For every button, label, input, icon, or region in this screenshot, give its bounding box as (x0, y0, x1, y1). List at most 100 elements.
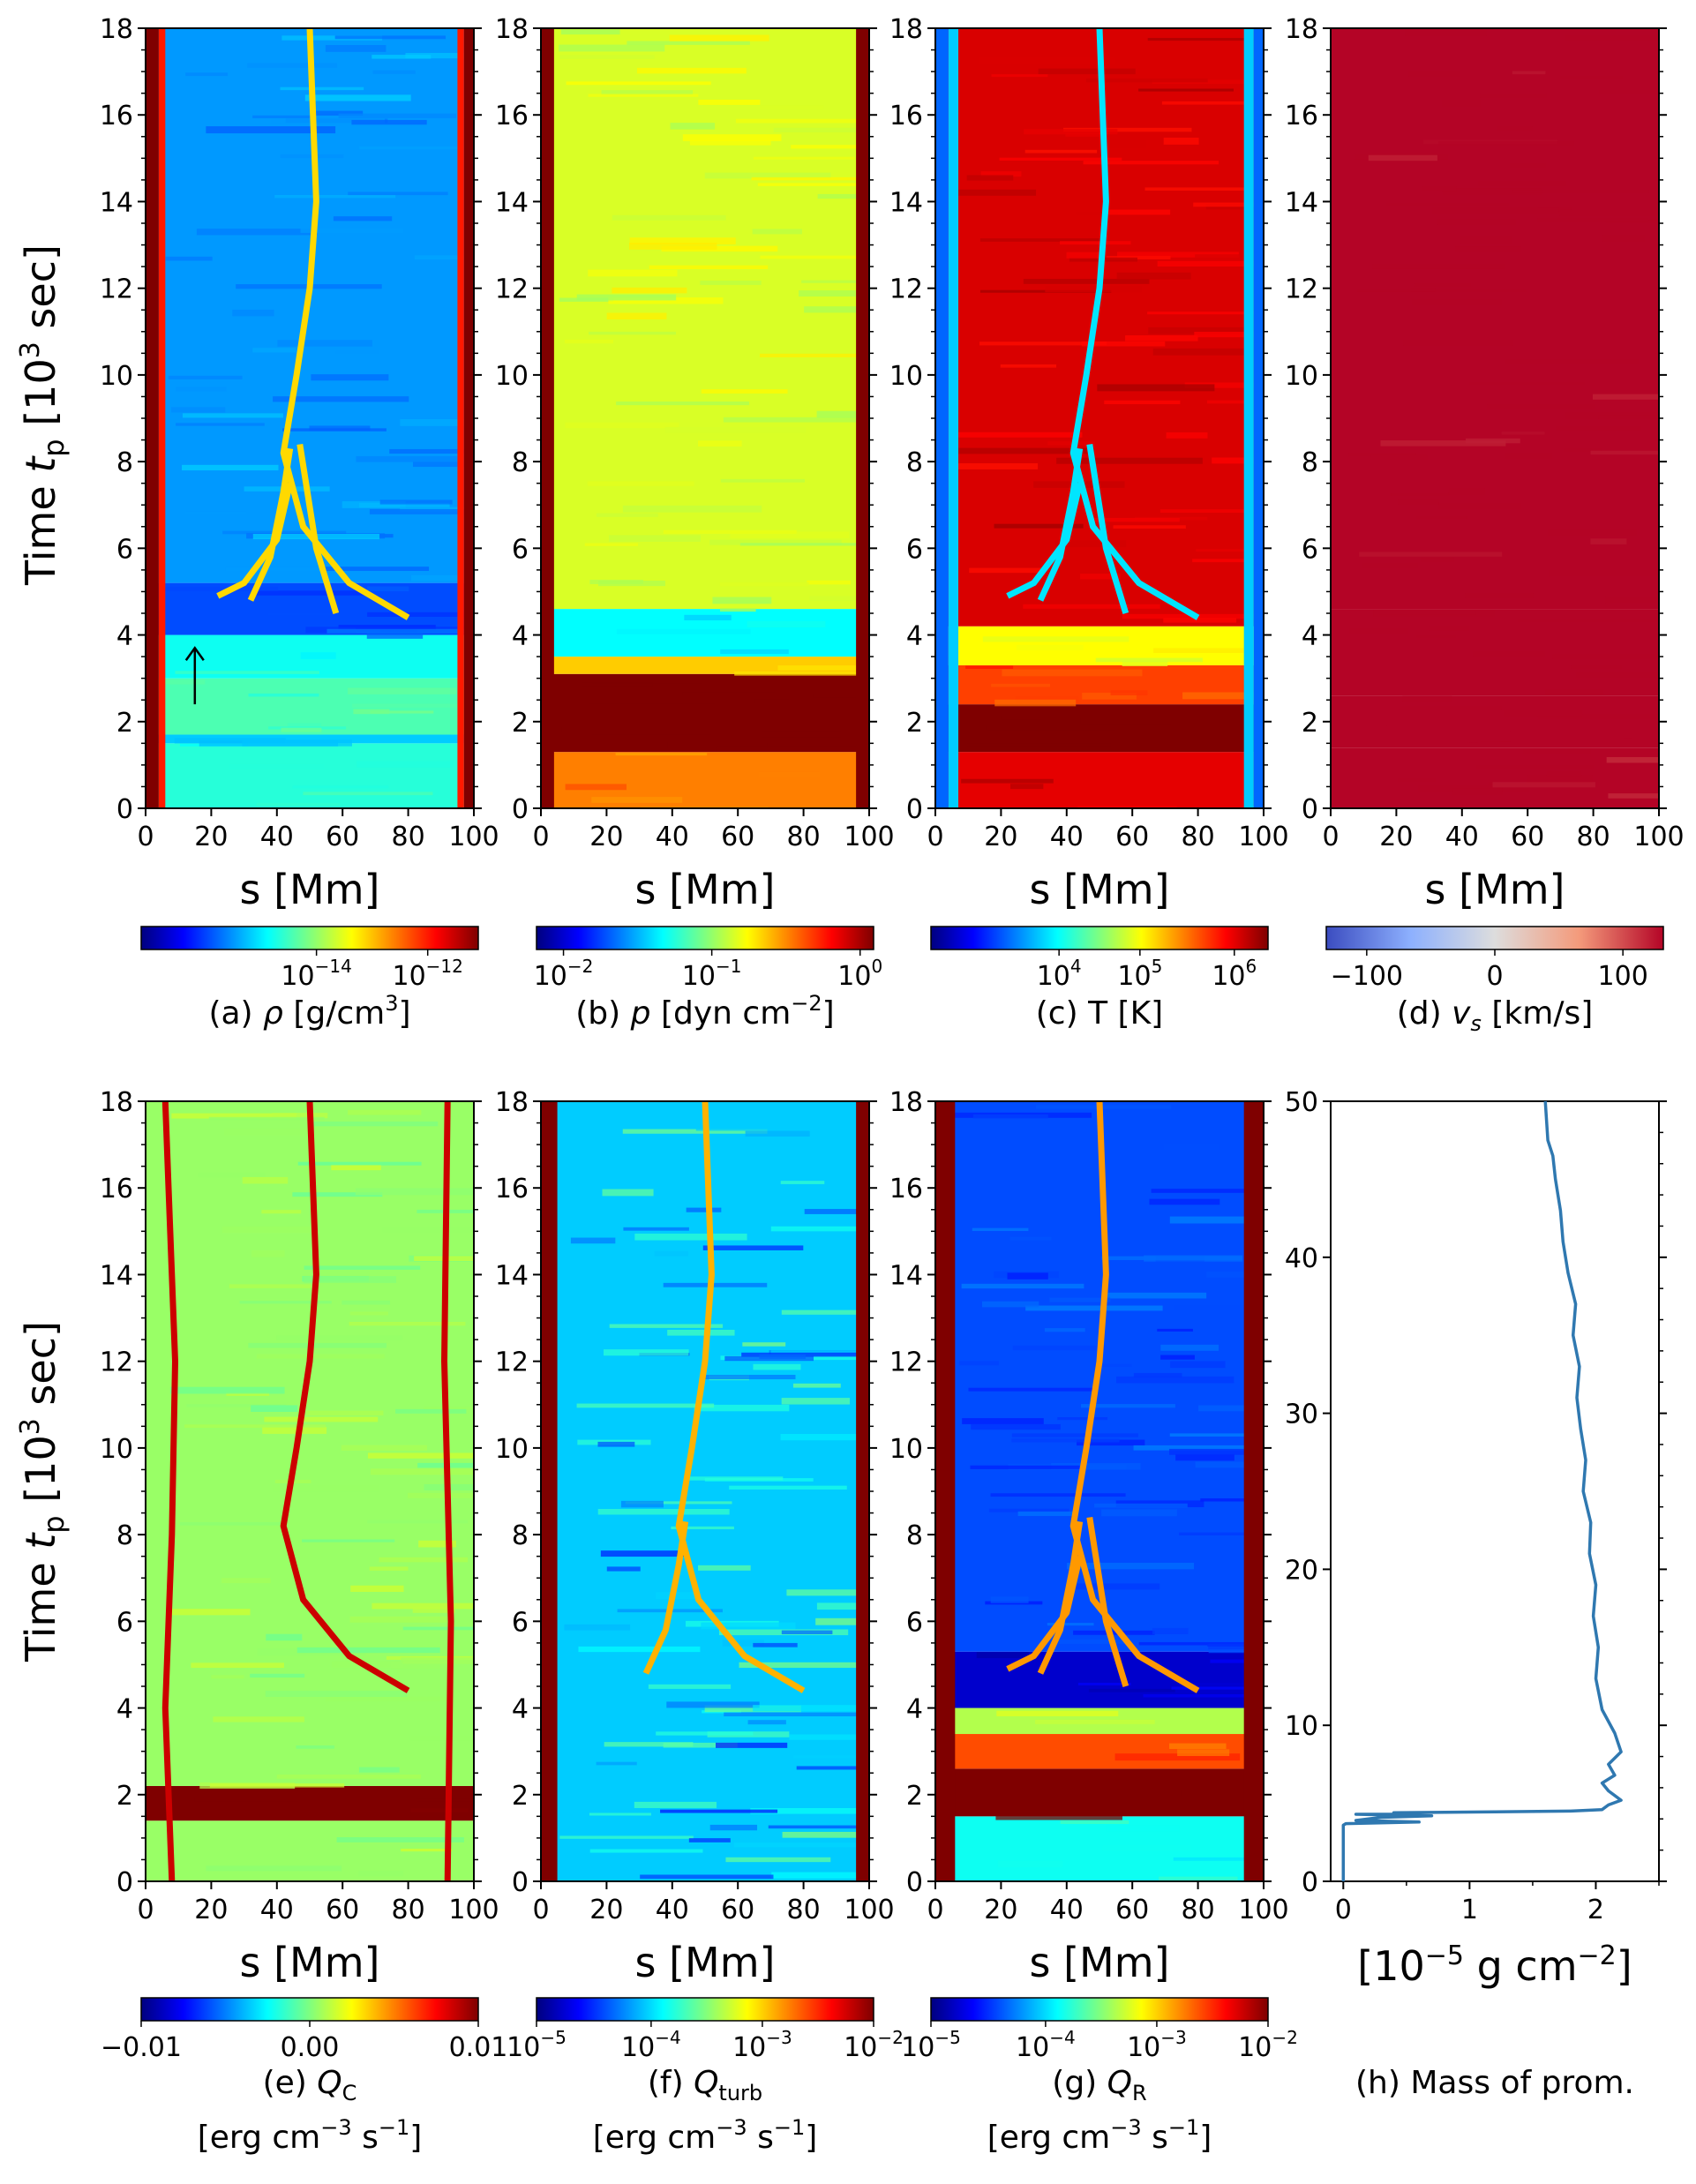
streak (1077, 806, 1177, 808)
streak (367, 612, 471, 617)
streak (256, 1354, 385, 1359)
caption-units-f: [erg cm−3 s−1] (593, 2115, 818, 2156)
streak (1116, 1376, 1234, 1384)
streak (1605, 597, 1659, 604)
ytick-label: 12 (889, 274, 923, 305)
streak (654, 1250, 688, 1257)
streak (799, 290, 856, 297)
streak (1556, 426, 1641, 432)
band-f-0 (541, 1101, 869, 1881)
streak (1143, 1694, 1248, 1698)
streak (1196, 549, 1264, 552)
streak (702, 1245, 804, 1250)
streak (1537, 218, 1649, 222)
streak (1195, 254, 1240, 259)
colorbar-tick-label: 10−3 (1127, 2027, 1187, 2063)
streak (1012, 1345, 1106, 1351)
streak (300, 652, 336, 659)
colorbar-tick-label: 100 (837, 956, 882, 992)
streak (226, 1392, 270, 1396)
streak (1518, 619, 1659, 623)
streak (971, 1423, 1061, 1430)
xtick-label: 60 (721, 1895, 754, 1925)
streak (816, 1602, 869, 1610)
xtick-label: 20 (589, 1895, 623, 1925)
thread-f-1 (642, 1520, 689, 1675)
streak (1107, 209, 1171, 215)
streak (1024, 149, 1098, 154)
streak (700, 281, 762, 285)
streak (223, 1129, 318, 1136)
streak (308, 1121, 439, 1127)
streak (370, 710, 434, 714)
xtick-label: 40 (260, 822, 294, 852)
colorbar-g (930, 1997, 1269, 2022)
heatmap-body-a (146, 28, 474, 808)
ytick-label: 16 (889, 101, 923, 131)
streak (1147, 311, 1263, 315)
streak (622, 505, 762, 513)
streak (252, 348, 296, 353)
streak (1153, 648, 1244, 653)
thread-e-2 (441, 1101, 454, 1881)
streak (1174, 1304, 1264, 1310)
streak (1598, 415, 1659, 420)
streak (576, 1403, 715, 1408)
streak (780, 1433, 869, 1441)
streak (967, 743, 1112, 747)
streak (709, 539, 842, 545)
wall-a-0 (146, 28, 159, 808)
streak (1608, 793, 1659, 799)
streak (956, 189, 1037, 196)
streak (979, 341, 1107, 346)
ytick-label: 14 (495, 187, 529, 218)
thread-c-3 (1086, 443, 1129, 615)
streak (815, 1617, 869, 1625)
streak (251, 1250, 285, 1257)
streak (1207, 1643, 1250, 1647)
streak (1047, 441, 1095, 446)
streak (1460, 236, 1512, 244)
streak (604, 1742, 694, 1747)
caption-units-e: [erg cm−3 s−1] (198, 2115, 423, 2156)
caption-d: (d) vs [km/s] (1397, 995, 1594, 1036)
streak (1056, 457, 1203, 464)
xtick-label: 20 (194, 1895, 228, 1925)
xtick-label: 0 (137, 1895, 154, 1925)
thread-e-1 (161, 1101, 178, 1881)
streak (277, 340, 372, 347)
ytick-label: 8 (116, 447, 133, 478)
streak (175, 671, 319, 674)
streak (995, 1813, 1122, 1820)
streak (1408, 71, 1460, 77)
panel-e: 0 2 4 6 8 10 12 14 16 18 0 20 40 60 80 100 s [Mm] −0.01 0.… (100, 1087, 508, 2156)
xtick-label: 80 (787, 822, 821, 852)
streak (588, 94, 699, 97)
streak (584, 543, 639, 546)
streak (1185, 1683, 1264, 1686)
ytick-label: 4 (906, 621, 923, 652)
streak (213, 1716, 304, 1722)
streak (1200, 1797, 1264, 1804)
streak (1547, 529, 1637, 537)
streak (661, 245, 778, 252)
streak (400, 419, 474, 426)
streak (256, 802, 341, 807)
streak (982, 636, 1129, 642)
streak (1158, 1876, 1238, 1881)
streak (979, 57, 1115, 65)
streak (1546, 802, 1625, 807)
streak (999, 705, 1139, 711)
ytick-label: 14 (889, 1260, 923, 1291)
xtick-label: 80 (1577, 822, 1610, 852)
streak (667, 742, 768, 749)
streak (1077, 1682, 1131, 1685)
streak (996, 1710, 1119, 1716)
streak (185, 72, 229, 77)
streak (781, 1398, 851, 1405)
streak (1081, 1404, 1175, 1408)
streak (229, 763, 324, 769)
s-axis-label: s [Mm] (240, 1939, 380, 1986)
streak (194, 1797, 299, 1802)
s-axis-label: s [Mm] (1030, 1939, 1170, 1986)
